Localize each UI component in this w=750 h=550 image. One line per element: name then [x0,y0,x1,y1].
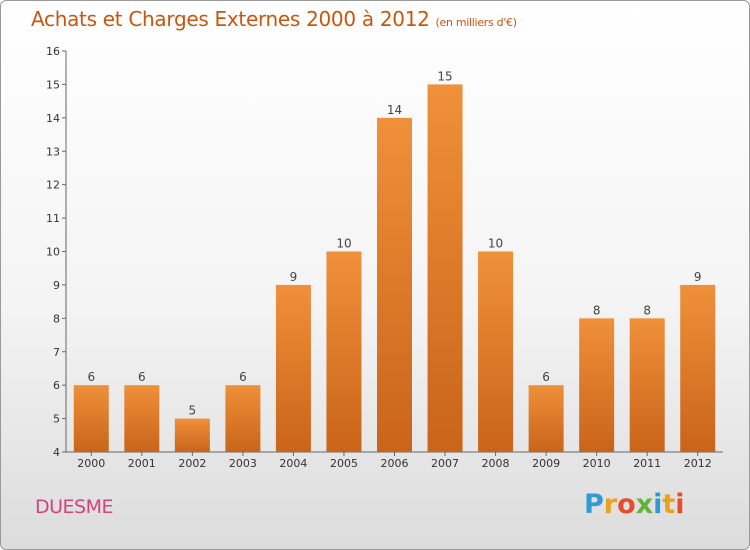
value-label-2000: 6 [87,370,95,384]
bar-2010 [579,318,615,452]
x-tick-label-2011: 2011 [633,457,661,470]
y-tick-label: 4 [53,446,60,459]
y-tick-label: 13 [46,145,60,158]
logo-letter: i [653,489,663,520]
chart-title-text: Achats et Charges Externes 2000 à 2012 [31,7,430,31]
bar-2005 [326,251,362,452]
bar-2000 [73,385,109,452]
x-tick-label-2008: 2008 [482,457,510,470]
y-tick-label: 16 [46,45,60,58]
bar-2004 [275,284,311,452]
x-tick-label-2012: 2012 [684,457,712,470]
value-label-2006: 14 [387,103,402,117]
bar-2008 [478,251,514,452]
y-tick-label: 8 [53,312,60,325]
place-name: DUESME [35,496,114,518]
value-label-2002: 5 [189,404,197,418]
x-tick-label-2004: 2004 [279,457,307,470]
value-label-2008: 10 [488,237,503,251]
bar-2012 [680,284,716,452]
y-tick-label: 6 [53,379,60,392]
y-tick-label: 5 [53,413,60,426]
y-tick-label: 9 [53,279,60,292]
y-tick-label: 7 [53,346,60,359]
bar-2009 [528,385,564,452]
x-tick-label-2000: 2000 [77,457,105,470]
logo-letter: x [635,489,654,520]
y-tick-label: 11 [46,212,60,225]
value-label-2004: 9 [290,270,298,284]
chart-title: Achats et Charges Externes 2000 à 2012 (e… [31,7,517,31]
bar-2006 [377,117,412,452]
bar-2001 [124,385,160,452]
bar-2007 [427,84,463,453]
x-tick-label-2007: 2007 [431,457,459,470]
x-tick-label-2003: 2003 [229,457,257,470]
x-tick-label-2002: 2002 [178,457,206,470]
chart-subtitle: (en milliers d'€) [435,16,517,29]
value-label-2001: 6 [138,370,146,384]
value-label-2007: 15 [437,69,452,83]
y-tick-label: 12 [46,179,60,192]
x-tick-label-2005: 2005 [330,457,358,470]
x-tick-label-2001: 2001 [128,457,156,470]
bars: 6 6 5 6 9 10 14 15 10 6 8 8 9 [73,69,716,453]
x-tick-label-2006: 2006 [381,457,409,470]
bar-2002 [174,418,210,452]
logo-letter: P [584,489,604,520]
value-label-2012: 9 [694,270,702,284]
value-label-2011: 8 [643,303,651,317]
x-tick-label-2010: 2010 [583,457,611,470]
proxiti-logo: Proxiti [584,489,685,520]
y-tick-label: 15 [46,78,60,91]
y-tick-label: 10 [46,246,60,259]
logo-letter: i [675,489,685,520]
value-label-2003: 6 [239,370,247,384]
y-tick-label: 14 [46,112,60,125]
logo-letter: r [603,489,618,520]
value-label-2005: 10 [336,237,351,251]
logo-letter: o [617,489,636,520]
x-tick-label-2009: 2009 [532,457,560,470]
value-label-2010: 8 [593,303,601,317]
bar-2003 [225,385,261,452]
logo-letter: t [662,489,676,520]
bar-2011 [629,318,665,452]
value-label-2009: 6 [542,370,550,384]
